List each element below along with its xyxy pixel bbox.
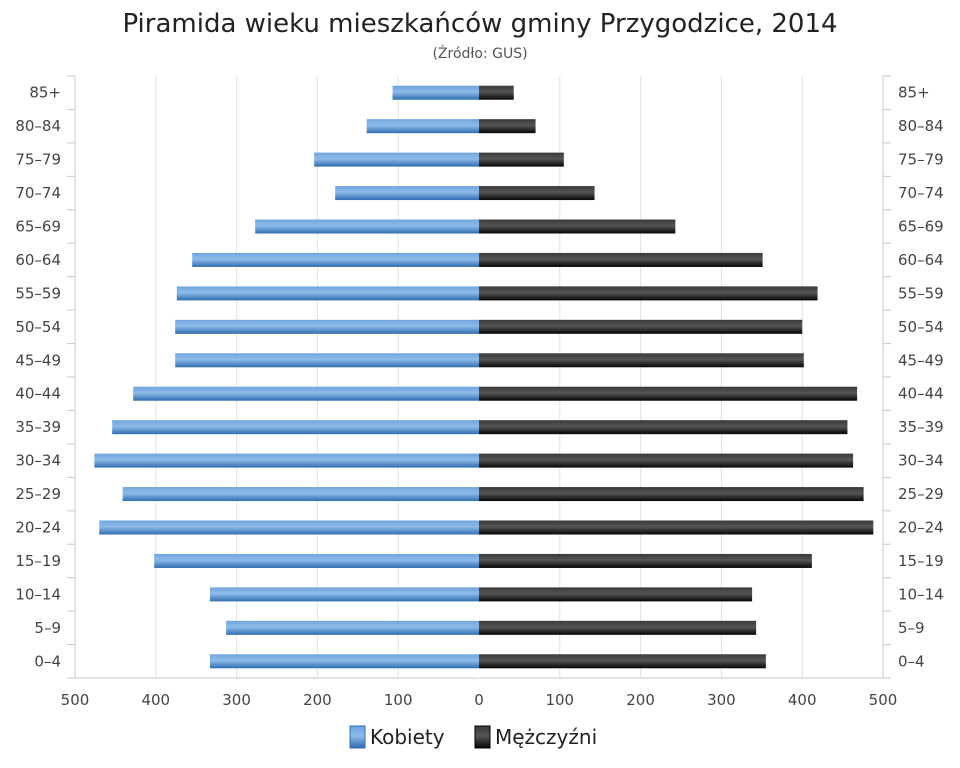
bar-mezczyzni xyxy=(479,620,757,635)
category-label-left: 30–34 xyxy=(15,452,61,470)
bar-kobiety xyxy=(112,420,479,435)
legend-label: Mężczyźni xyxy=(495,725,597,749)
category-label-left: 45–49 xyxy=(15,351,61,369)
category-label-right: 45–49 xyxy=(898,351,944,369)
bar-mezczyzni xyxy=(479,487,864,502)
bar-kobiety xyxy=(133,386,479,401)
bar-kobiety xyxy=(209,587,479,602)
bar-mezczyzni xyxy=(479,386,858,401)
bar-mezczyzni xyxy=(479,654,766,669)
category-label-right: 50–54 xyxy=(898,318,944,336)
x-tick-label: 200 xyxy=(303,691,332,709)
bar-kobiety xyxy=(255,219,479,234)
bars xyxy=(94,85,874,669)
bar-mezczyzni xyxy=(479,353,804,368)
bar-kobiety xyxy=(392,85,479,100)
bar-kobiety xyxy=(176,286,480,301)
category-label-left: 50–54 xyxy=(15,318,61,336)
x-tick-labels: 500 400 300 200 100 0 100 200 300 400 500 xyxy=(61,691,898,709)
x-tick-label: 100 xyxy=(545,691,574,709)
bar-mezczyzni xyxy=(479,319,803,334)
category-label-right: 30–34 xyxy=(898,452,944,470)
category-label-right: 15–19 xyxy=(898,552,944,570)
category-label-left: 55–59 xyxy=(15,284,61,302)
bar-kobiety xyxy=(366,119,479,134)
bar-mezczyzni xyxy=(479,420,848,435)
category-label-left: 5–9 xyxy=(34,619,61,637)
bar-kobiety xyxy=(99,520,480,535)
axes xyxy=(67,75,891,679)
category-label-left: 65–69 xyxy=(15,218,61,236)
category-label-left: 10–14 xyxy=(15,585,61,603)
legend: Kobiety Mężczyźni xyxy=(349,725,597,749)
x-tick-label: 400 xyxy=(141,691,170,709)
category-label-left: 70–74 xyxy=(15,184,61,202)
category-label-right: 55–59 xyxy=(898,284,944,302)
category-label-left: 75–79 xyxy=(15,151,61,169)
bar-mezczyzni xyxy=(479,252,763,267)
category-label-right: 80–84 xyxy=(898,117,944,135)
category-label-right: 40–44 xyxy=(898,385,944,403)
bar-kobiety xyxy=(335,186,479,201)
category-label-left: 60–64 xyxy=(15,251,61,269)
bar-kobiety xyxy=(175,353,479,368)
category-label-right: 70–74 xyxy=(898,184,944,202)
category-labels: 0–4 0–4 5–9 5–9 10–14 10–14 15–19 15–19 20–24 20–… xyxy=(15,84,943,671)
x-tick-label: 300 xyxy=(707,691,736,709)
legend-swatch xyxy=(474,725,491,749)
legend-item-kobiety[interactable]: Kobiety xyxy=(349,725,445,749)
category-label-left: 0–4 xyxy=(34,652,61,670)
legend-swatch xyxy=(349,725,366,749)
category-label-right: 85+ xyxy=(898,84,930,102)
category-label-right: 65–69 xyxy=(898,218,944,236)
x-tick-label: 0 xyxy=(474,691,484,709)
chart-title: Piramida wieku mieszkańców gminy Przygod… xyxy=(122,9,837,39)
category-label-right: 20–24 xyxy=(898,519,944,537)
category-label-left: 25–29 xyxy=(15,485,61,503)
bar-kobiety xyxy=(94,453,479,468)
category-label-right: 75–79 xyxy=(898,151,944,169)
x-tick-label: 400 xyxy=(788,691,817,709)
category-label-right: 10–14 xyxy=(898,585,944,603)
bar-mezczyzni xyxy=(479,152,564,167)
bar-mezczyzni xyxy=(479,186,595,201)
bar-mezczyzni xyxy=(479,85,514,100)
legend-item-mezczyzni[interactable]: Mężczyźni xyxy=(474,725,597,749)
category-label-left: 40–44 xyxy=(15,385,61,403)
legend-label: Kobiety xyxy=(370,725,445,749)
bar-mezczyzni xyxy=(479,453,854,468)
category-label-left: 15–19 xyxy=(15,552,61,570)
bar-mezczyzni xyxy=(479,286,818,301)
bar-kobiety xyxy=(175,319,479,334)
bar-mezczyzni xyxy=(479,520,874,535)
bar-kobiety xyxy=(122,487,479,502)
bar-kobiety xyxy=(226,620,479,635)
x-tick-label: 500 xyxy=(61,691,90,709)
bar-mezczyzni xyxy=(479,553,812,568)
bar-mezczyzni xyxy=(479,219,676,234)
x-tick-label: 100 xyxy=(384,691,413,709)
category-label-left: 20–24 xyxy=(15,519,61,537)
category-label-right: 5–9 xyxy=(898,619,925,637)
category-label-left: 80–84 xyxy=(15,117,61,135)
x-tick-label: 500 xyxy=(869,691,898,709)
bar-kobiety xyxy=(314,152,479,167)
bar-mezczyzni xyxy=(479,587,753,602)
category-label-right: 0–4 xyxy=(898,652,925,670)
category-label-left: 85+ xyxy=(29,84,61,102)
category-label-right: 60–64 xyxy=(898,251,944,269)
bar-kobiety xyxy=(192,252,479,267)
bar-kobiety xyxy=(209,654,479,669)
x-tick-label: 200 xyxy=(626,691,655,709)
bar-kobiety xyxy=(154,553,479,568)
x-tick-label: 300 xyxy=(222,691,251,709)
chart-subtitle: (Źródło: GUS) xyxy=(432,44,527,62)
category-label-left: 35–39 xyxy=(15,418,61,436)
category-label-right: 25–29 xyxy=(898,485,944,503)
bar-mezczyzni xyxy=(479,119,536,134)
category-label-right: 35–39 xyxy=(898,418,944,436)
